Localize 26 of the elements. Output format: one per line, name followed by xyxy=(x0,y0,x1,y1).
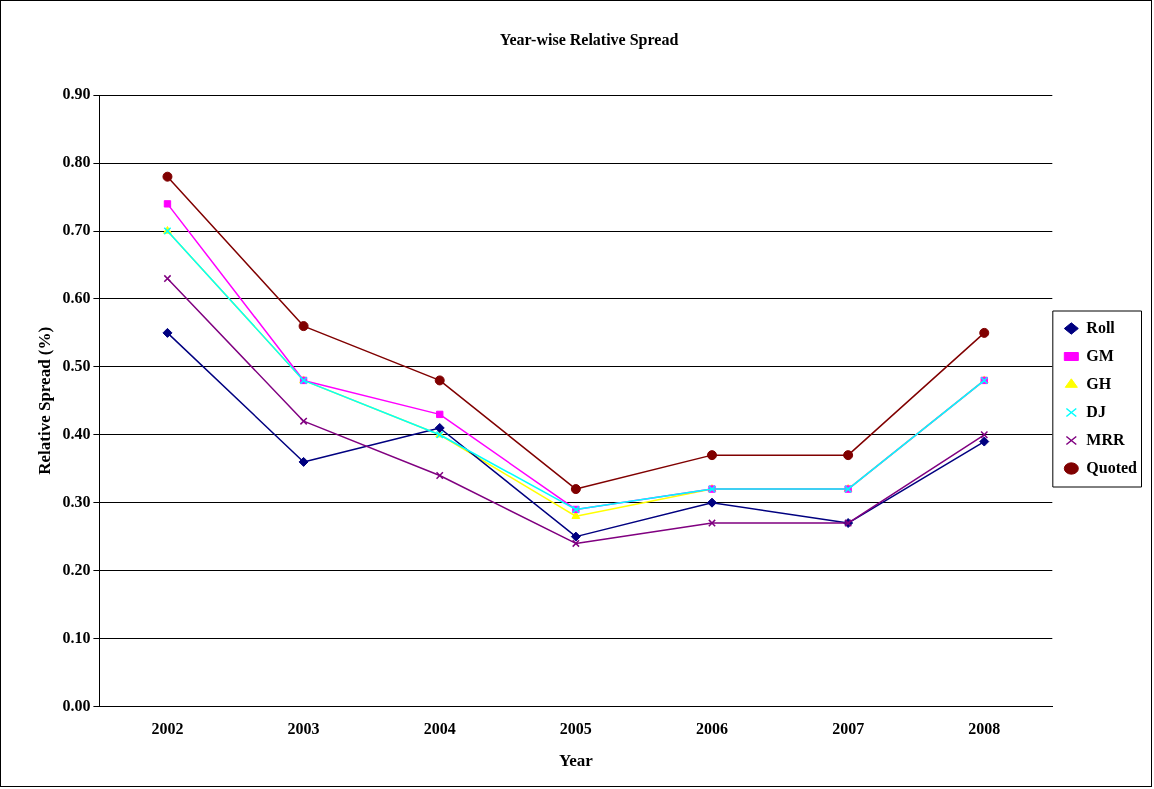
legend-label: GM xyxy=(1086,346,1114,364)
y-tick-label: 0.80 xyxy=(62,153,91,171)
y-tick-label: 0.10 xyxy=(62,628,91,646)
y-axis-title: Relative Spread (%) xyxy=(34,326,54,475)
y-tick-label: 0.90 xyxy=(62,85,91,103)
y-tick-label: 0.20 xyxy=(62,560,91,578)
legend-label: GH xyxy=(1086,374,1112,392)
x-tick-label: 2003 xyxy=(287,720,320,738)
y-tick-label: 0.30 xyxy=(62,492,91,510)
y-tick-label: 0.50 xyxy=(62,356,91,374)
legend-label: Roll xyxy=(1086,318,1116,336)
chart-title: Year-wise Relative Spread xyxy=(499,30,679,49)
x-tick-label: 2006 xyxy=(696,720,728,738)
y-tick-label: 0.00 xyxy=(62,696,91,714)
y-tick-label: 0.70 xyxy=(62,221,91,239)
x-tick-label: 2004 xyxy=(423,720,456,738)
x-tick-label: 2008 xyxy=(968,720,1001,738)
legend-label: MRR xyxy=(1086,430,1125,448)
y-tick-label: 0.40 xyxy=(62,424,91,442)
y-tick-label: 0.60 xyxy=(62,289,91,307)
x-axis-title: Year xyxy=(558,751,594,771)
x-tick-label: 2005 xyxy=(559,720,592,738)
x-tick-label: 2007 xyxy=(832,720,865,738)
x-tick-label: 2002 xyxy=(151,720,184,738)
legend-label: Quoted xyxy=(1086,458,1138,476)
legend-label: DJ xyxy=(1086,402,1106,420)
